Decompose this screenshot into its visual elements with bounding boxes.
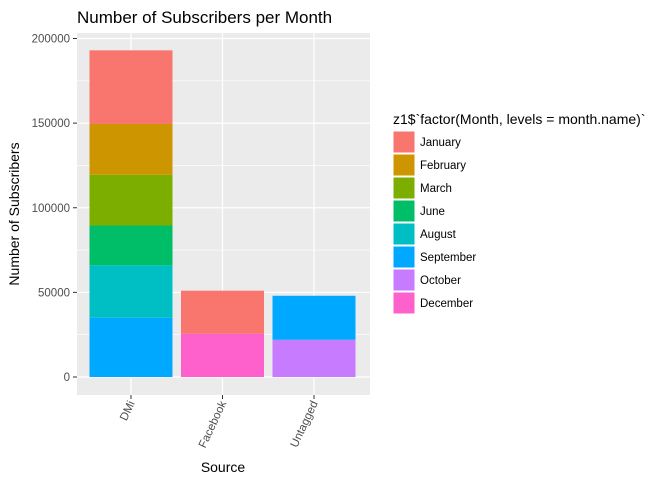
x-axis: DMi Facebook Untagged <box>118 395 321 450</box>
chart-title: Number of Subscribers per Month <box>77 8 332 27</box>
legend-key-december <box>392 291 416 315</box>
legend-label: October <box>420 275 461 287</box>
y-tick-label: 100000 <box>32 203 70 215</box>
x-tick-label: Facebook <box>197 399 229 450</box>
legend-label: September <box>420 252 476 264</box>
bar-dmi-january <box>89 50 173 124</box>
legend-label: March <box>420 183 452 195</box>
y-tick-label: 50000 <box>38 287 70 299</box>
legend-key-march <box>392 176 416 200</box>
bar-facebook-january <box>181 290 264 334</box>
y-axis: 0 50000 100000 150000 200000 <box>32 34 77 384</box>
legend-label: January <box>420 137 461 149</box>
bar-dmi-september <box>89 317 173 377</box>
x-axis-title: Source <box>201 459 246 475</box>
bar-dmi-august <box>89 265 173 318</box>
bars <box>89 50 356 377</box>
legend-label: February <box>420 160 466 172</box>
legend-key-june <box>392 199 416 223</box>
legend-title: z1$`factor(Month, levels = month.name)` <box>393 111 646 127</box>
bar-dmi-february <box>89 123 173 175</box>
legend-label: June <box>420 206 445 218</box>
legend-key-october <box>392 268 416 292</box>
x-tick-label: Untagged <box>289 399 321 449</box>
bar-untagged-october <box>272 339 356 377</box>
y-tick-label: 0 <box>64 372 70 384</box>
bar-untagged-september <box>272 295 356 340</box>
y-tick-label: 200000 <box>32 34 70 46</box>
bar-facebook-december <box>181 333 264 377</box>
legend-label: August <box>420 229 457 241</box>
bar-dmi-march <box>89 174 173 226</box>
legend-key-september <box>392 245 416 269</box>
legend-label: December <box>420 298 473 310</box>
legend: z1$`factor(Month, levels = month.name)` … <box>392 111 646 315</box>
y-tick-label: 150000 <box>32 118 70 130</box>
x-tick-label: DMi <box>118 399 138 423</box>
y-axis-title: Number of Subscribers <box>6 142 22 285</box>
legend-key-august <box>392 222 416 246</box>
legend-key-january <box>392 130 416 154</box>
bar-dmi-june <box>89 225 173 266</box>
legend-key-february <box>392 153 416 177</box>
